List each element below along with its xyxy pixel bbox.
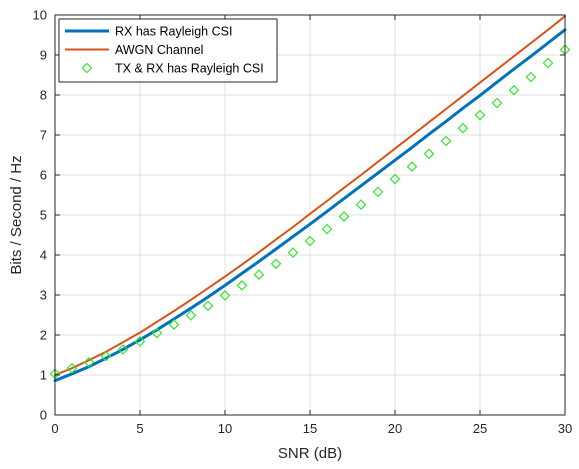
legend: RX has Rayleigh CSI AWGN Channel TX & RX h… — [58, 18, 278, 83]
marker-tx-rx-rayleigh-csi — [287, 247, 299, 258]
x-tick-label: 30 — [558, 421, 572, 436]
marker-tx-rx-rayleigh-csi — [100, 350, 112, 362]
marker-tx-rx-rayleigh-csi — [508, 84, 520, 96]
marker-tx-rx-rayleigh-csi — [542, 57, 554, 69]
y-axis-label: Bits / Second / Hz — [8, 155, 25, 274]
series-layer — [49, 15, 571, 383]
marker-tx-rx-rayleigh-csi — [423, 148, 435, 160]
marker-tx-rx-rayleigh-csi — [134, 336, 146, 347]
x-axis-label: SNR (dB) — [278, 445, 342, 462]
y-tick-label: 6 — [40, 168, 47, 183]
marker-tx-rx-rayleigh-csi — [406, 161, 418, 172]
series-line-awgn-channel — [54, 15, 566, 376]
legend-entry-label: AWGN Channel — [115, 43, 203, 57]
marker-tx-rx-rayleigh-csi — [168, 319, 180, 330]
marker-tx-rx-rayleigh-csi — [440, 135, 452, 147]
y-tick-label: 8 — [40, 88, 47, 103]
x-tick-label: 25 — [473, 421, 487, 436]
x-tick-label: 0 — [51, 421, 58, 436]
marker-tx-rx-rayleigh-csi — [457, 122, 469, 134]
y-tick-label: 4 — [40, 248, 47, 263]
marker-tx-rx-rayleigh-csi — [236, 280, 248, 291]
y-tick-label: 0 — [40, 408, 47, 423]
marker-tx-rx-rayleigh-csi — [66, 362, 78, 374]
marker-tx-rx-rayleigh-csi — [270, 258, 282, 270]
marker-tx-rx-rayleigh-csi — [185, 310, 197, 321]
axis-ticks: 0 5 10 15 20 25 30 0 1 2 3 4 5 6 7 8 9 10 — [33, 8, 573, 437]
x-tick-label: 15 — [303, 421, 317, 436]
y-tick-label: 3 — [40, 288, 47, 303]
y-tick-label: 1 — [40, 368, 47, 383]
y-tick-label: 2 — [40, 328, 47, 343]
legend-entry-label: TX & RX has Rayleigh CSI — [115, 62, 264, 76]
marker-tx-rx-rayleigh-csi — [202, 300, 214, 312]
marker-tx-rx-rayleigh-csi — [151, 327, 163, 339]
marker-tx-rx-rayleigh-csi — [83, 356, 95, 368]
marker-tx-rx-rayleigh-csi — [389, 173, 401, 185]
x-tick-label: 20 — [388, 421, 402, 436]
marker-tx-rx-rayleigh-csi — [372, 186, 384, 198]
marker-tx-rx-rayleigh-csi — [304, 235, 316, 247]
marker-tx-rx-rayleigh-csi — [491, 97, 503, 109]
series-line-rx-rayleigh-csi — [53, 28, 567, 383]
x-tick-label: 5 — [136, 421, 143, 436]
marker-tx-rx-rayleigh-csi — [338, 211, 350, 222]
marker-tx-rx-rayleigh-csi — [321, 223, 333, 235]
marker-tx-rx-rayleigh-csi — [253, 269, 265, 280]
y-tick-label: 9 — [40, 48, 47, 63]
y-tick-label: 7 — [40, 128, 47, 143]
marker-tx-rx-rayleigh-csi — [525, 71, 537, 83]
marker-tx-rx-rayleigh-csi — [219, 290, 231, 301]
marker-tx-rx-rayleigh-csi — [117, 344, 129, 355]
legend-diamond-swatch — [81, 62, 93, 74]
marker-tx-rx-rayleigh-csi — [474, 109, 486, 121]
y-tick-label: 5 — [40, 208, 47, 223]
y-tick-label: 10 — [33, 8, 47, 23]
x-tick-label: 10 — [218, 421, 232, 436]
marker-tx-rx-rayleigh-csi — [355, 199, 367, 210]
legend-entry-label: RX has Rayleigh CSI — [115, 25, 232, 39]
